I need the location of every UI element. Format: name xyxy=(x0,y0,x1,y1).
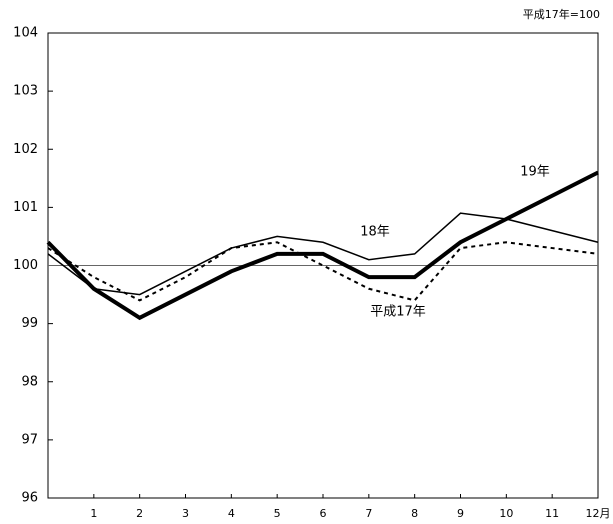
series-label: 平成17年 xyxy=(370,305,426,320)
y-tick-label: 97 xyxy=(21,432,38,447)
y-tick-label: 104 xyxy=(13,26,38,41)
y-tick-label: 98 xyxy=(21,374,38,389)
x-tick-label: 8 xyxy=(411,507,418,520)
series-label: 19年 xyxy=(520,165,550,180)
chart-note: 平成17年=100 xyxy=(523,7,600,21)
x-tick-label: 2 xyxy=(136,507,143,520)
x-tick-label: 11 xyxy=(545,507,559,520)
y-tick-label: 99 xyxy=(21,316,38,331)
y-tick-label: 100 xyxy=(13,258,38,273)
y-tick-label: 103 xyxy=(13,84,38,99)
x-tick-label: 4 xyxy=(228,507,235,520)
x-tick-label: 5 xyxy=(274,507,281,520)
x-tick-label: 1 xyxy=(90,507,97,520)
y-tick-label: 96 xyxy=(21,491,38,506)
x-tick-label: 6 xyxy=(320,507,327,520)
x-tick-label: 9 xyxy=(457,507,464,520)
x-tick-label: 7 xyxy=(365,507,372,520)
series-label: 18年 xyxy=(360,225,390,240)
x-tick-label: 10 xyxy=(499,507,513,520)
y-tick-label: 102 xyxy=(13,142,38,157)
x-tick-label: 3 xyxy=(182,507,189,520)
series-line xyxy=(47,241,599,302)
x-tick-label: 12月 xyxy=(586,507,611,520)
y-tick-label: 101 xyxy=(13,200,38,215)
series-line xyxy=(46,170,599,321)
